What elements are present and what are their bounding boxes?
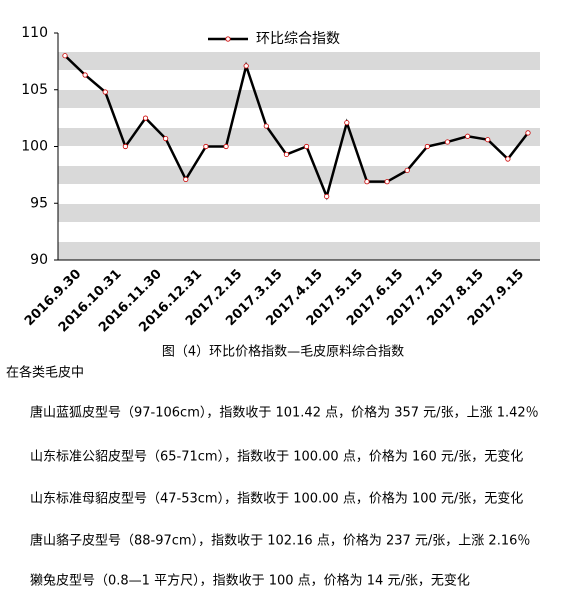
point <box>465 133 471 139</box>
legend-marker <box>225 36 231 42</box>
point <box>344 120 350 126</box>
point <box>62 53 68 59</box>
point <box>485 137 491 143</box>
stripe <box>58 204 540 222</box>
point <box>404 167 410 173</box>
paragraph: 獭兔皮型号（0.8—1 平方尺），指数收于 100 点，价格为 14 元/张，无… <box>30 573 470 589</box>
point <box>364 179 370 185</box>
point <box>82 72 88 78</box>
series-line <box>64 54 529 201</box>
point <box>183 176 189 183</box>
stripe <box>58 242 540 260</box>
point <box>122 143 128 150</box>
paragraph: 山东标准公貂皮型号（65-71cm），指数收于 100.00 点，价格为 160… <box>30 449 523 465</box>
caption: 图（4）环比价格指数—毛皮原料综合指数 <box>162 344 404 360</box>
point <box>102 89 108 95</box>
paragraph: 唐山蓝狐皮型号（97-106cm），指数收于 101.42 点，价格为 357 … <box>30 405 539 421</box>
y-tick-label: 100 <box>21 139 48 155</box>
point <box>243 63 249 69</box>
point <box>303 143 310 150</box>
paragraph: 山东标准母貂皮型号（47-53cm），指数收于 100.00 点，价格为 100… <box>30 491 523 507</box>
paragraph: 唐山貉子皮型号（88-97cm），指数收于 102.16 点，价格为 237 元… <box>30 533 530 549</box>
point <box>505 156 511 162</box>
y-tick-label: 95 <box>30 195 48 211</box>
point <box>223 143 229 150</box>
y-tick-label: 105 <box>21 82 48 98</box>
point <box>444 139 451 145</box>
y-tick-label: 90 <box>30 252 48 268</box>
point <box>424 143 430 150</box>
point <box>525 130 531 136</box>
point <box>384 179 390 185</box>
point <box>324 193 330 200</box>
stripe <box>58 90 540 108</box>
point <box>142 115 149 121</box>
point <box>263 123 269 129</box>
point <box>163 135 169 142</box>
y-tick-label: 110 <box>21 25 48 41</box>
stripe <box>58 166 540 184</box>
stripe <box>58 128 540 146</box>
legend-label: 环比综合指数 <box>256 31 340 47</box>
stripe <box>58 52 540 70</box>
point <box>203 143 209 150</box>
intro: 在各类毛皮中 <box>6 365 84 381</box>
point <box>283 151 290 158</box>
